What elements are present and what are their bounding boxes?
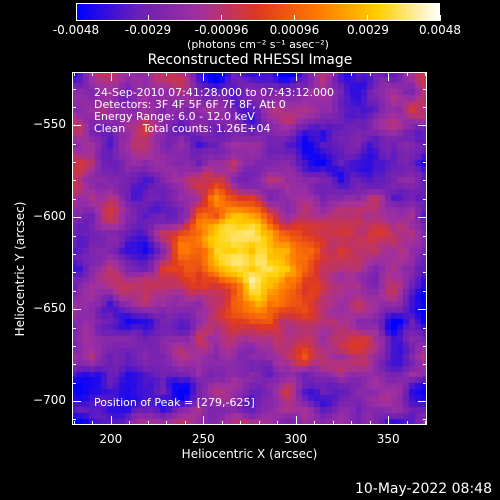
colorbar-tick-label: -0.0048 — [52, 23, 100, 37]
plot-area: 24-Sep-2010 07:41:28.000 to 07:43:12.000… — [72, 72, 427, 425]
colorbar-tick — [439, 15, 441, 21]
colorbar-tick — [147, 15, 149, 21]
footer-timestamp: 10-May-2022 08:48 — [354, 481, 492, 497]
y-tick-label: −650 — [33, 301, 66, 316]
y-axis-label: Heliocentric Y (arcsec) — [13, 201, 27, 337]
colorbar-gradient — [77, 4, 439, 20]
y-tick-label: −700 — [33, 393, 66, 408]
x-tick-label: 200 — [99, 432, 123, 446]
plot-axes — [72, 72, 427, 425]
annotation-clean-counts: Clean Total counts: 1.26E+04 — [94, 122, 271, 135]
x-axis-label: Heliocentric X (arcsec) — [181, 447, 318, 461]
chart-title: Reconstructed RHESSI Image — [147, 52, 353, 68]
colorbar-tick-label: -0.0029 — [124, 23, 172, 37]
heatmap-image — [72, 72, 427, 425]
annotation-detectors: Detectors: 3F 4F 5F 6F 7F 8F, Att 0 — [94, 98, 286, 111]
annotation-time-range: 24-Sep-2010 07:41:28.000 to 07:43:12.000 — [94, 86, 334, 99]
colorbar-tick — [221, 15, 223, 21]
colorbar-tick — [293, 15, 295, 21]
colorbar-tick-label: 0.00096 — [269, 23, 320, 37]
colorbar-tick-label: 0.0029 — [346, 23, 389, 37]
annotation-energy-range: Energy Range: 6.0 - 12.0 keV — [94, 110, 255, 123]
colorbar-tick-label: 0.0048 — [419, 23, 461, 37]
y-tick-label: −550 — [33, 117, 66, 132]
colorbar-tick — [75, 15, 77, 21]
annotation-peak-position: Position of Peak = [279,-625] — [94, 396, 255, 409]
plot-frame — [72, 72, 427, 425]
colorbar-tick — [367, 15, 369, 21]
x-tick-label: 250 — [191, 432, 215, 446]
x-tick-label: 300 — [284, 432, 308, 446]
x-tick-label: 350 — [376, 432, 400, 446]
colorbar-tick-label: -0.00096 — [194, 23, 249, 37]
y-tick-label: −600 — [33, 209, 66, 224]
colorbar-unit-label: (photons cm⁻² s⁻¹ asec⁻²) — [187, 38, 329, 51]
colorbar — [76, 3, 440, 21]
